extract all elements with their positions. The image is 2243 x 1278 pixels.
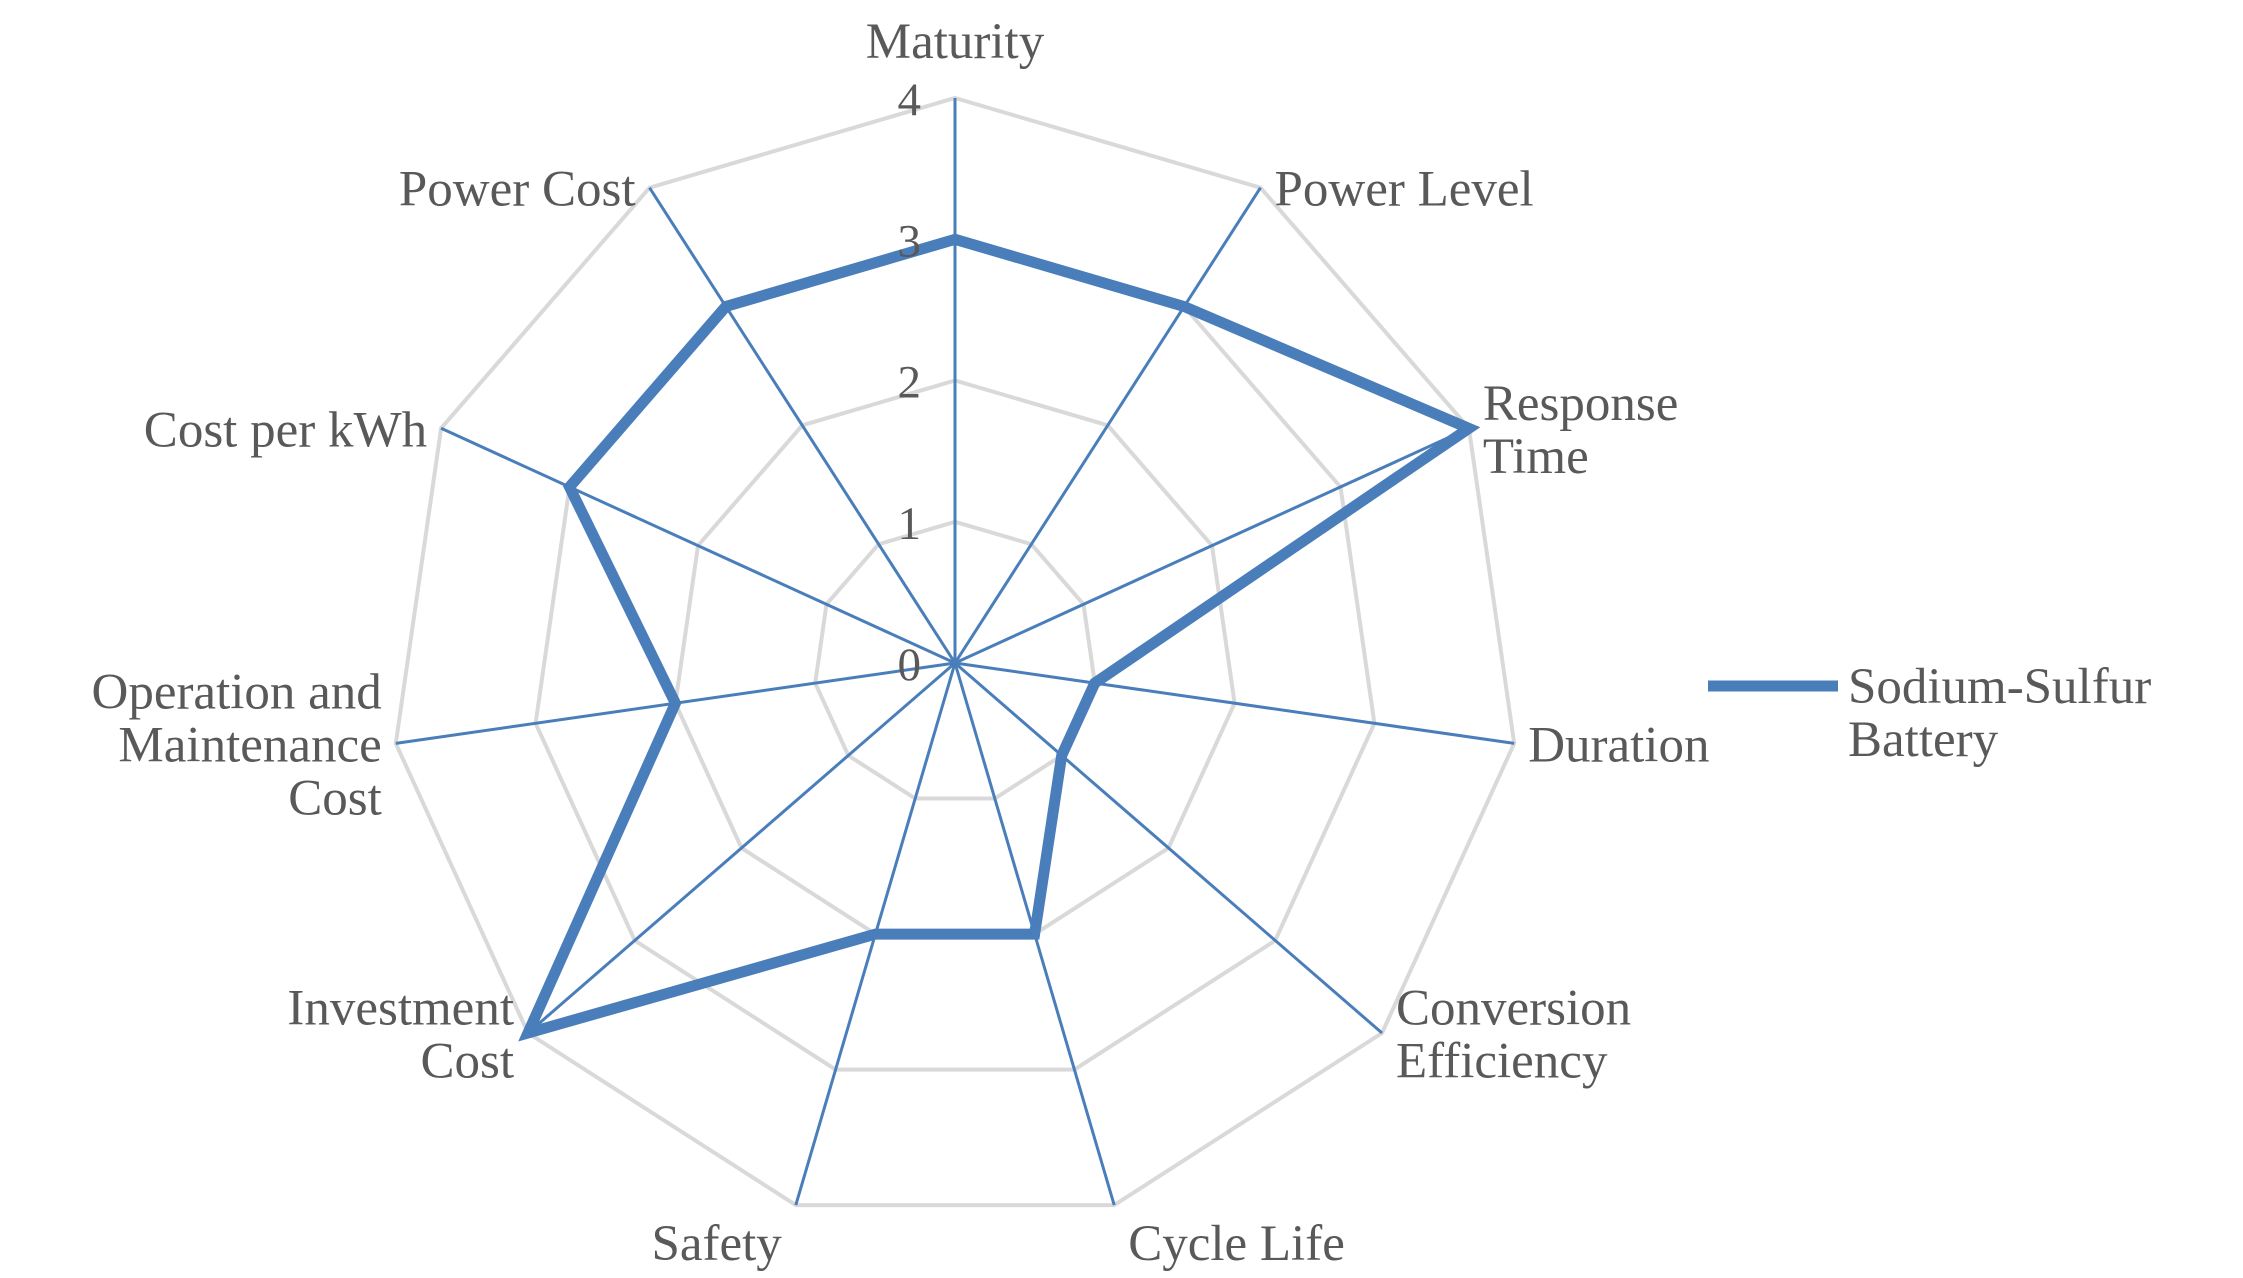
radial-tick-labels: 0 1 2 3 4 bbox=[898, 74, 922, 691]
tick-label: 4 bbox=[898, 74, 922, 126]
tick-label: 2 bbox=[898, 357, 922, 409]
axis-spoke bbox=[955, 663, 1514, 743]
category-label: Cost per kWh bbox=[144, 402, 427, 458]
tick-label: 1 bbox=[898, 498, 922, 550]
axis-spokes bbox=[396, 98, 1514, 1205]
series-line bbox=[528, 239, 1469, 1033]
category-label: Duration bbox=[1528, 717, 1709, 773]
category-label: Power Level bbox=[1275, 162, 1534, 218]
series-layer bbox=[528, 239, 1469, 1033]
category-label: Safety bbox=[652, 1216, 783, 1272]
tick-label: 0 bbox=[898, 639, 922, 691]
category-label: Cycle Life bbox=[1128, 1216, 1345, 1272]
category-label: Maturity bbox=[866, 14, 1045, 70]
tick-label: 3 bbox=[898, 215, 922, 267]
category-label: Power Cost bbox=[399, 162, 636, 218]
